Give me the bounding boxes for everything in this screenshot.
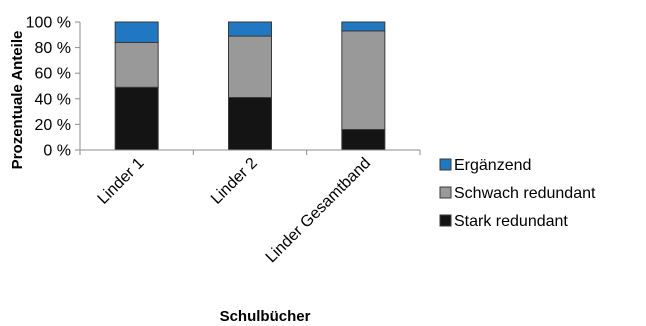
bar-segment (228, 21, 272, 37)
category-labels: Linder 1 Linder 2 Linder Gesamtband (95, 155, 375, 266)
legend-label: Stark redundant (454, 213, 568, 230)
legend-swatch (439, 158, 452, 171)
y-tick-label: 60 % (35, 66, 71, 83)
y-axis-title: Prozentuale Anteile (9, 31, 26, 170)
category-label: Linder Gesamtband (263, 155, 374, 266)
bar-segment (341, 30, 386, 131)
y-tick-label: 20 % (35, 117, 71, 134)
legend-swatch (439, 186, 452, 199)
bar-segment (341, 21, 386, 32)
y-tick-label: 100 % (26, 15, 71, 32)
legend-item: Stark redundant (439, 213, 568, 230)
bar-segment (114, 41, 159, 88)
legend-label: Ergänzend (454, 157, 531, 174)
bar-segment (114, 86, 159, 151)
legend-swatch (439, 214, 452, 227)
legend: Ergänzend Schwach redundant Stark redundan… (439, 157, 596, 230)
category-label: Linder 2 (208, 155, 261, 208)
y-tick-label: 80 % (35, 40, 71, 57)
bar-segment (228, 97, 272, 151)
legend-item: Ergänzend (439, 157, 531, 174)
category-label: Linder 1 (95, 155, 148, 208)
y-tick-label: 0 % (43, 143, 71, 160)
legend-label: Schwach redundant (454, 185, 596, 202)
bar-segment (341, 129, 386, 151)
plot-area (114, 21, 386, 151)
axes: 0 % 20 % 40 % 60 % 80 % 100 % (26, 15, 421, 160)
legend-item: Schwach redundant (439, 185, 596, 202)
x-axis-title: Schulbücher (220, 308, 311, 325)
y-tick-label: 40 % (35, 91, 71, 108)
bar-segment (114, 21, 159, 43)
bar-segment (228, 35, 272, 99)
